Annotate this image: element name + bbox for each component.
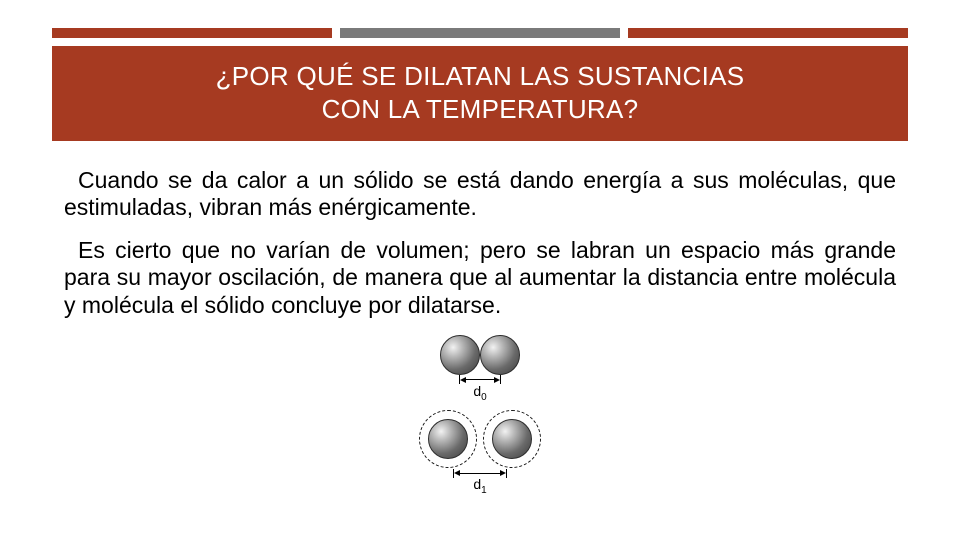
d1-label: d1	[473, 476, 486, 496]
dimension-d1: d1	[453, 468, 507, 496]
stripe-3	[628, 28, 908, 38]
oscillation-envelope	[419, 410, 477, 468]
paragraph-2: Es cierto que no varían de volumen; pero…	[64, 237, 896, 318]
body-content: Cuando se da calor a un sólido se está d…	[0, 141, 960, 496]
stripe-1	[52, 28, 332, 38]
title-band: ¿POR QUÉ SE DILATAN LAS SUSTANCIAS CON L…	[52, 46, 908, 141]
molecule-sphere	[480, 335, 520, 375]
accent-stripes	[0, 0, 960, 38]
oscillation-envelope	[483, 410, 541, 468]
title-line-2: CON LA TEMPERATURA?	[322, 94, 639, 124]
molecule-diagram: d0	[64, 335, 896, 497]
molecule-sphere	[440, 335, 480, 375]
diagram-row-hot	[419, 410, 541, 468]
diagram-row-cold	[440, 335, 520, 375]
d0-label: d0	[473, 383, 486, 403]
paragraph-1: Cuando se da calor a un sólido se está d…	[64, 167, 896, 221]
slide-title: ¿POR QUÉ SE DILATAN LAS SUSTANCIAS CON L…	[72, 60, 888, 125]
dimension-d0: d0	[459, 375, 501, 403]
stripe-2	[340, 28, 620, 38]
title-line-1: ¿POR QUÉ SE DILATAN LAS SUSTANCIAS	[216, 61, 745, 91]
